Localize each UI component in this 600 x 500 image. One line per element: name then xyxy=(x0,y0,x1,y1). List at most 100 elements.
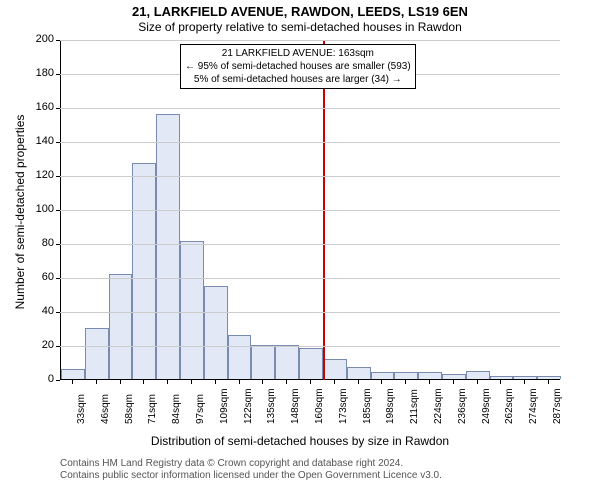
x-tick xyxy=(96,380,97,384)
histogram-bar xyxy=(323,359,347,379)
x-tick xyxy=(429,380,430,384)
histogram-bar xyxy=(537,376,561,379)
x-tick-label: 160sqm xyxy=(314,388,325,424)
x-tick-label: 198sqm xyxy=(385,388,396,424)
y-tick-label: 140 xyxy=(24,135,54,147)
x-tick xyxy=(120,380,121,384)
x-tick-label: 224sqm xyxy=(433,388,444,424)
x-axis-label: Distribution of semi-detached houses by … xyxy=(0,434,600,448)
x-tick xyxy=(548,380,549,384)
x-tick-label: 185sqm xyxy=(362,388,373,424)
histogram-bar xyxy=(442,374,466,379)
histogram-bar xyxy=(275,345,299,379)
y-tick xyxy=(56,278,60,279)
annotation-line: 5% of semi-detached houses are larger (3… xyxy=(185,73,411,86)
annotation-line: ← 95% of semi-detached houses are smalle… xyxy=(185,60,411,73)
y-tick xyxy=(56,346,60,347)
x-tick-label: 122sqm xyxy=(243,388,254,424)
x-tick xyxy=(191,380,192,384)
y-tick xyxy=(56,108,60,109)
x-tick xyxy=(239,380,240,384)
x-tick-label: 71sqm xyxy=(147,394,158,424)
x-tick xyxy=(358,380,359,384)
chart-container: 21, LARKFIELD AVENUE, RAWDON, LEEDS, LS1… xyxy=(0,0,600,500)
x-tick xyxy=(262,380,263,384)
histogram-bar xyxy=(299,348,323,379)
x-tick xyxy=(381,380,382,384)
grid-line xyxy=(60,142,560,143)
grid-line xyxy=(60,40,560,41)
y-tick-label: 40 xyxy=(24,305,54,317)
y-tick-label: 180 xyxy=(24,67,54,79)
x-tick xyxy=(405,380,406,384)
histogram-bar xyxy=(109,274,133,379)
histogram-bar xyxy=(371,372,395,379)
x-tick-label: 135sqm xyxy=(266,388,277,424)
attribution-line: Contains public sector information licen… xyxy=(60,470,442,482)
histogram-bar xyxy=(418,372,442,379)
y-tick xyxy=(56,380,60,381)
histogram-bar xyxy=(490,376,514,379)
attribution-line: Contains HM Land Registry data © Crown c… xyxy=(60,458,442,470)
histogram-bar xyxy=(228,335,252,379)
y-tick-label: 200 xyxy=(24,33,54,45)
y-tick-label: 100 xyxy=(24,203,54,215)
grid-line xyxy=(60,244,560,245)
grid-line xyxy=(60,278,560,279)
x-tick xyxy=(167,380,168,384)
annotation-box: 21 LARKFIELD AVENUE: 163sqm← 95% of semi… xyxy=(180,44,416,89)
x-tick-label: 262sqm xyxy=(504,388,515,424)
histogram-bar xyxy=(466,371,490,380)
y-tick xyxy=(56,244,60,245)
x-tick-label: 58sqm xyxy=(124,394,135,424)
y-tick xyxy=(56,210,60,211)
histogram-bar xyxy=(347,367,371,379)
chart-title: 21, LARKFIELD AVENUE, RAWDON, LEEDS, LS1… xyxy=(0,4,600,19)
grid-line xyxy=(60,210,560,211)
grid-line xyxy=(60,108,560,109)
histogram-bar xyxy=(204,286,228,380)
attribution-text: Contains HM Land Registry data © Crown c… xyxy=(60,458,442,482)
x-tick xyxy=(143,380,144,384)
grid-line xyxy=(60,346,560,347)
x-tick xyxy=(524,380,525,384)
x-tick-label: 148sqm xyxy=(290,388,301,424)
y-tick xyxy=(56,40,60,41)
x-tick xyxy=(453,380,454,384)
y-tick-label: 80 xyxy=(24,237,54,249)
chart-subtitle: Size of property relative to semi-detach… xyxy=(0,20,600,34)
x-tick-label: 274sqm xyxy=(528,388,539,424)
x-tick xyxy=(334,380,335,384)
y-tick xyxy=(56,74,60,75)
x-tick xyxy=(500,380,501,384)
x-tick-label: 97sqm xyxy=(195,394,206,424)
x-tick xyxy=(477,380,478,384)
y-tick xyxy=(56,142,60,143)
y-tick-label: 60 xyxy=(24,271,54,283)
annotation-line: 21 LARKFIELD AVENUE: 163sqm xyxy=(185,47,411,60)
histogram-bar xyxy=(85,328,109,379)
y-tick-label: 20 xyxy=(24,339,54,351)
y-tick xyxy=(56,312,60,313)
x-tick-label: 84sqm xyxy=(171,394,182,424)
grid-line xyxy=(60,176,560,177)
x-tick xyxy=(310,380,311,384)
x-tick-label: 109sqm xyxy=(219,388,230,424)
y-tick-label: 160 xyxy=(24,101,54,113)
histogram-bar xyxy=(394,372,418,379)
x-tick-label: 287sqm xyxy=(552,388,563,424)
y-tick-label: 0 xyxy=(24,373,54,385)
histogram-bar xyxy=(156,114,180,379)
x-tick xyxy=(286,380,287,384)
x-tick xyxy=(215,380,216,384)
y-tick xyxy=(56,176,60,177)
histogram-bar xyxy=(61,369,85,379)
histogram-bar xyxy=(251,345,275,379)
x-tick-label: 33sqm xyxy=(76,394,87,424)
x-tick-label: 211sqm xyxy=(409,389,420,424)
x-tick-label: 236sqm xyxy=(457,388,468,424)
grid-line xyxy=(60,312,560,313)
histogram-bar xyxy=(513,376,537,379)
y-tick-label: 120 xyxy=(24,169,54,181)
x-tick xyxy=(72,380,73,384)
